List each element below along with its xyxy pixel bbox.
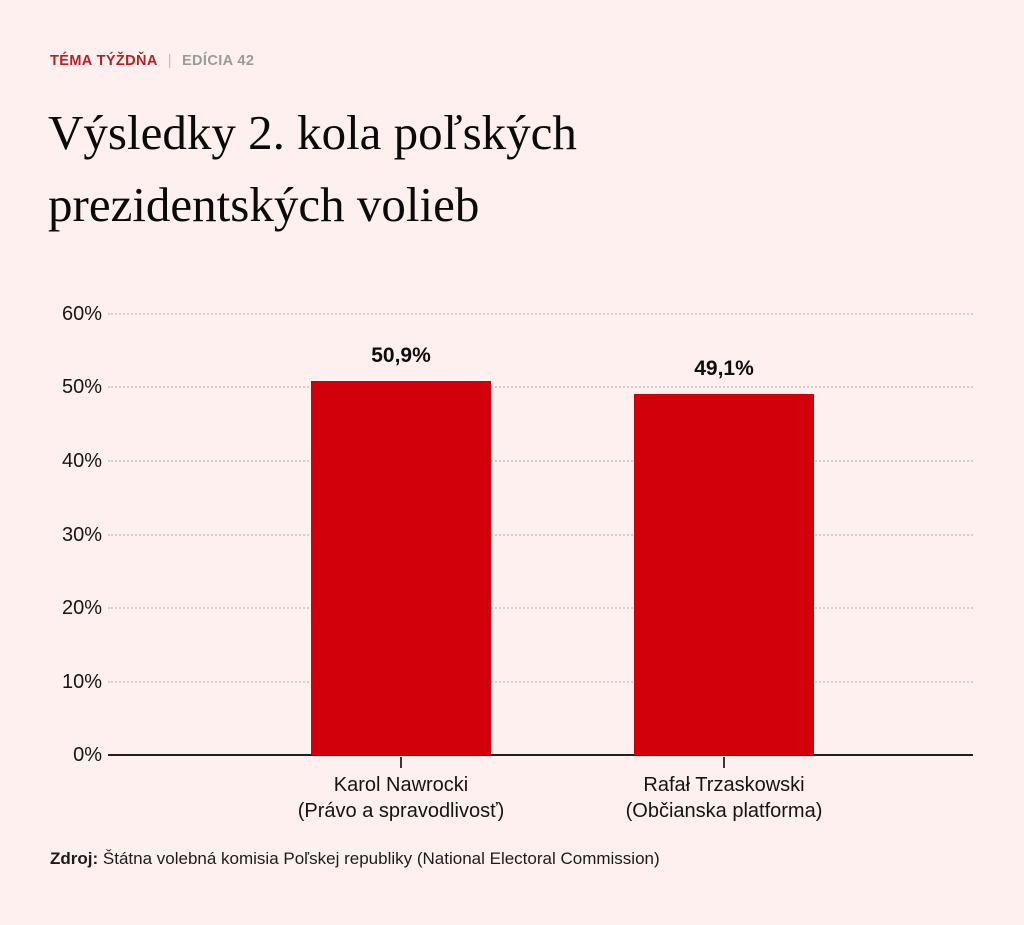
y-tick-label-20: 20% (61, 596, 102, 619)
source-text: Štátna volebná komisia Poľskej republiky… (102, 849, 660, 868)
y-tick-label-30: 30% (61, 523, 102, 546)
kicker-separator: | (167, 53, 172, 69)
y-tick-label-40: 40% (61, 449, 102, 472)
page-title-line2: prezidentských volieb (48, 177, 480, 233)
gridline-10 (108, 680, 973, 683)
kicker-edition: EDÍCIA 42 (181, 53, 255, 69)
candidate-party: (Právo a spravodlivosť) (297, 800, 505, 822)
x-axis-tick-rafal-trzaskowski (723, 757, 725, 768)
candidate-name: Karol Nawrocki (333, 774, 469, 796)
y-tick-label-10: 10% (61, 670, 102, 693)
bar-chart-plot-area: 60% 50% 40% 30% 20% 10% 0% 50,9% Karol Nawrocki (… (62, 303, 973, 822)
x-axis-tick-karol-nawrocki (400, 757, 402, 768)
category-label-karol-nawrocki: Karol Nawrocki (Právo a spravodlivosť) (231, 772, 571, 824)
gridline-50 (108, 386, 973, 389)
page-title: Výsledky 2. kola poľských prezidentských… (48, 97, 577, 241)
kicker-topic: TÉMA TÝŽDŇA (50, 53, 158, 69)
y-tick-label-0: 0% (73, 744, 102, 766)
kicker-row: TÉMA TÝŽDŇA | EDÍCIA 42 (50, 53, 254, 69)
value-label-rafal-trzaskowski: 49,1% (694, 357, 754, 381)
gridline-40 (108, 459, 973, 462)
gridline-30 (108, 533, 973, 536)
gridline-60 (108, 313, 973, 315)
source-note: Zdroj: Štátna volebná komisia Poľskej re… (50, 849, 660, 869)
value-label-karol-nawrocki: 50,9% (371, 343, 431, 367)
candidate-name: Rafał Trzaskowski (643, 774, 805, 796)
candidate-party: (Občianska platforma) (625, 800, 823, 822)
y-tick-label-50: 50% (61, 376, 102, 399)
gridline-20 (108, 606, 973, 609)
page-title-line1: Výsledky 2. kola poľských (48, 105, 577, 160)
bar-rafal-trzaskowski (634, 394, 814, 755)
source-label: Zdroj: (50, 849, 99, 868)
y-tick-label-60: 60% (61, 303, 102, 325)
bar-karol-nawrocki (311, 380, 491, 755)
category-label-rafal-trzaskowski: Rafał Trzaskowski (Občianska platforma) (554, 772, 894, 824)
x-axis-line (108, 754, 973, 756)
